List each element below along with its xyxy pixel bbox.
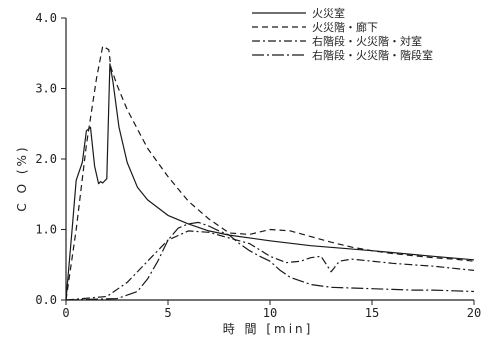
- y-tick-label: 4.0: [35, 11, 57, 25]
- x-tick-label: 15: [365, 306, 379, 320]
- legend-label: 火災階・廊下: [312, 20, 378, 34]
- y-ticks: [61, 17, 66, 301]
- y-tick-labels: 0.0 1.0 2.0 3.0 4.0: [35, 11, 57, 307]
- series-line-right-stair-opposite-room: [65, 230, 475, 301]
- y-tick-label: 3.0: [35, 82, 57, 96]
- legend-label: 右階段・火災階・階段室: [312, 48, 433, 62]
- y-tick-label: 2.0: [35, 152, 57, 166]
- y-tick-label: 0.0: [35, 293, 57, 307]
- y-axis-label: C O (%): [15, 144, 29, 211]
- x-tick-label: 20: [467, 306, 481, 320]
- legend: 火災室 火災階・廊下 右階段・火災階・対室 右階段・火災階・階段室: [252, 6, 433, 62]
- legend-label: 右階段・火災階・対室: [312, 34, 422, 48]
- series-line-fire-room: [65, 63, 475, 301]
- x-axis-label: 時 間 [min]: [223, 322, 314, 336]
- series-line-fire-floor-corridor: [65, 45, 475, 301]
- y-tick-label: 1.0: [35, 223, 57, 237]
- series-line-right-stair-stairwell: [65, 221, 475, 301]
- x-tick-label: 5: [164, 306, 171, 320]
- x-ticks: [65, 300, 475, 305]
- legend-label: 火災室: [312, 6, 345, 20]
- x-tick-labels: 0 5 10 15 20: [62, 306, 481, 320]
- x-tick-label: 10: [263, 306, 277, 320]
- series-group: [65, 45, 475, 301]
- x-tick-label: 0: [62, 306, 69, 320]
